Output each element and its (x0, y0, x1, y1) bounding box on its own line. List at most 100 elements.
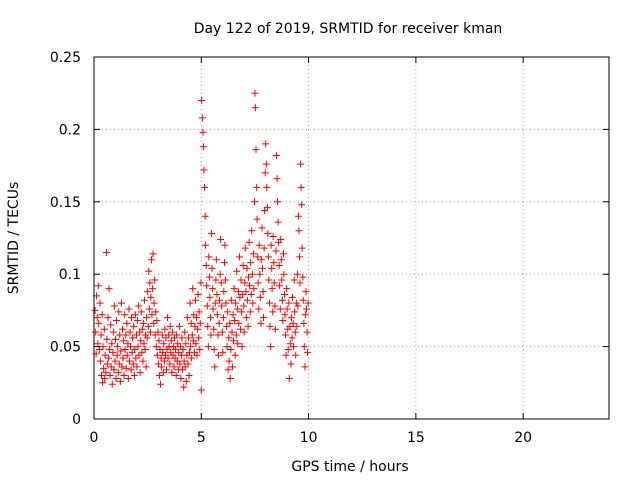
data-point (98, 311, 106, 319)
data-point (132, 354, 140, 362)
data-point (150, 299, 158, 307)
data-point (117, 299, 125, 307)
data-point (119, 354, 127, 362)
data-point (303, 328, 311, 336)
data-point (177, 374, 185, 382)
data-point (281, 290, 289, 298)
data-point (237, 276, 245, 284)
data-point (219, 348, 227, 356)
data-point (92, 328, 100, 336)
data-point (295, 227, 303, 235)
data-point (278, 276, 286, 284)
data-point (113, 351, 121, 359)
data-point (194, 325, 202, 333)
data-point (202, 262, 210, 270)
x-tick-label: 20 (514, 430, 532, 446)
data-point (182, 340, 190, 348)
data-point (294, 212, 302, 220)
data-point (292, 299, 300, 307)
data-point (116, 377, 124, 385)
data-point (204, 322, 212, 330)
data-point (193, 314, 201, 322)
grid (94, 57, 609, 419)
data-point (288, 334, 296, 342)
data-point (231, 317, 239, 325)
data-point (203, 302, 211, 310)
data-point (128, 314, 136, 322)
data-point (213, 290, 221, 298)
data-point (225, 357, 233, 365)
data-point (180, 357, 188, 365)
data-point (217, 279, 225, 287)
data-point (225, 334, 233, 342)
data-point (259, 288, 267, 296)
data-point (188, 354, 196, 362)
data-point (132, 331, 140, 339)
data-point (278, 296, 286, 304)
data-point (141, 345, 149, 353)
data-point (275, 262, 283, 270)
data-point (272, 247, 280, 255)
data-point (122, 364, 130, 372)
data-point (228, 328, 236, 336)
data-point (285, 299, 293, 307)
data-point (207, 331, 215, 339)
data-point (118, 363, 126, 371)
data-point (115, 308, 123, 316)
data-point (129, 360, 137, 368)
data-point (260, 314, 268, 322)
data-point (220, 259, 228, 267)
axis-ticks: 0 5 10 15 20 0 0.05 0.1 0.15 0.2 0.25 (50, 50, 609, 446)
data-point (96, 357, 104, 365)
data-point (266, 299, 274, 307)
data-point (272, 151, 280, 159)
data-point (148, 256, 156, 264)
data-point (93, 314, 101, 322)
data-point (154, 360, 162, 368)
data-point (198, 114, 206, 122)
data-point (180, 383, 188, 391)
data-point (143, 334, 151, 342)
data-point (170, 363, 178, 371)
data-point (94, 282, 102, 290)
data-point (293, 270, 301, 278)
data-point (108, 380, 116, 388)
data-point (290, 276, 298, 284)
data-point (179, 345, 187, 353)
data-point (217, 235, 225, 243)
data-point (268, 264, 276, 272)
data-point (256, 270, 264, 278)
data-point (137, 308, 145, 316)
data-point (301, 363, 309, 371)
data-point (228, 363, 236, 371)
data-point (304, 348, 312, 356)
data-point (246, 308, 254, 316)
data-point (160, 357, 168, 365)
data-point (209, 285, 217, 293)
data-point (168, 328, 176, 336)
data-point (157, 354, 165, 362)
data-point (220, 288, 228, 296)
data-point (218, 302, 226, 310)
data-point (153, 317, 161, 325)
data-point (224, 308, 232, 316)
data-point (249, 299, 257, 307)
data-point (244, 322, 252, 330)
data-point (234, 288, 242, 296)
chart-title: Day 122 of 2019, SRMTID for receiver kma… (194, 21, 503, 37)
data-point (269, 308, 277, 316)
data-point (239, 262, 247, 270)
data-point (198, 96, 206, 104)
x-axis-label: GPS time / hours (291, 459, 408, 475)
data-point (245, 238, 253, 246)
data-point (258, 224, 266, 232)
data-point (232, 331, 240, 339)
data-point (161, 325, 169, 333)
data-point (204, 343, 212, 351)
data-point (277, 256, 285, 264)
data-point (258, 264, 266, 272)
data-point (146, 328, 154, 336)
data-point (172, 345, 180, 353)
data-point (145, 267, 153, 275)
data-point (197, 279, 205, 287)
